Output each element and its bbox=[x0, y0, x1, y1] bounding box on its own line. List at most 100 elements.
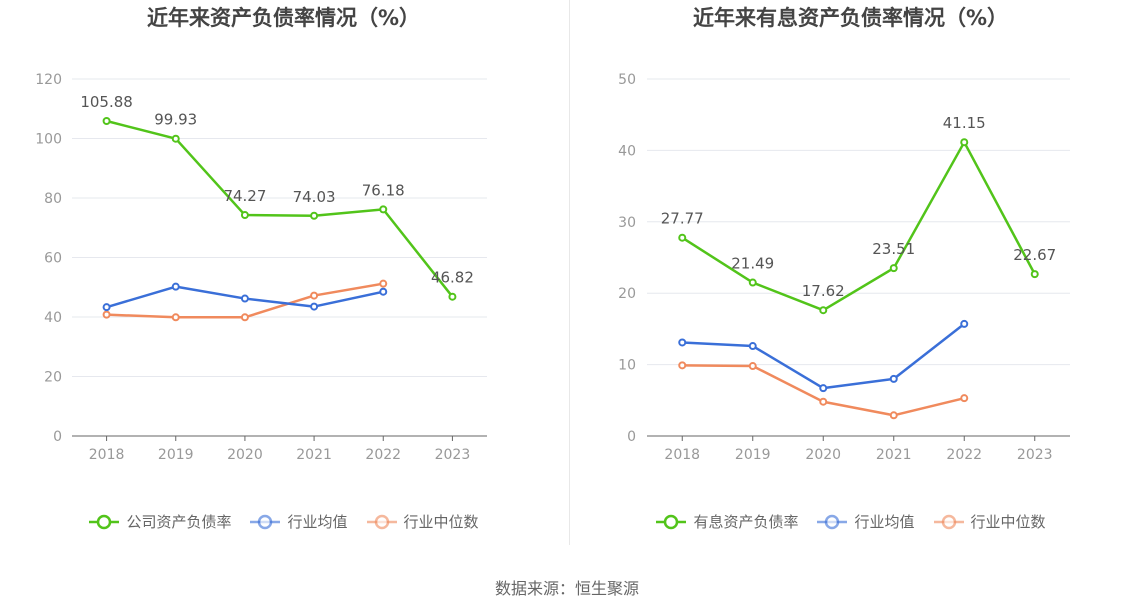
data-point bbox=[310, 211, 319, 220]
y-tick-label: 40 bbox=[618, 143, 636, 159]
legend-label: 行业中位数 bbox=[970, 513, 1046, 531]
data-label: 74.03 bbox=[293, 188, 336, 206]
data-point bbox=[889, 374, 898, 383]
x-tick-label: 2018 bbox=[664, 447, 700, 463]
data-point bbox=[1030, 270, 1039, 279]
data-point bbox=[102, 303, 111, 312]
chart-title: 近年来有息资产负债率情况（%） bbox=[692, 6, 1009, 30]
data-point bbox=[960, 394, 969, 403]
data-label: 76.18 bbox=[362, 181, 405, 199]
data-label: 99.93 bbox=[154, 111, 197, 129]
data-point bbox=[448, 292, 457, 301]
data-point bbox=[379, 205, 388, 214]
legend-item[interactable]: 有息资产负债率 bbox=[655, 511, 798, 532]
chart-panel-debt-ratio: 近年来资产负债率情况（%） 0 20 40 60 80 100 120 2018 2019 202… bbox=[0, 0, 567, 545]
data-label: 46.82 bbox=[431, 269, 474, 287]
legend: 公司资产负债率 行业均值 行业中位数 bbox=[0, 511, 567, 532]
data-point bbox=[240, 211, 249, 220]
data-point bbox=[748, 278, 757, 287]
y-tick-label: 50 bbox=[618, 72, 636, 88]
y-tick-label: 80 bbox=[44, 191, 62, 207]
data-label: 17.62 bbox=[802, 282, 845, 300]
x-tick-label: 2022 bbox=[946, 447, 982, 463]
legend-label: 行业中位数 bbox=[403, 513, 479, 531]
data-point bbox=[240, 294, 249, 303]
data-point bbox=[819, 397, 828, 406]
data-point bbox=[171, 313, 180, 322]
data-point bbox=[748, 342, 757, 351]
chart-plot-interest-debt-ratio: 0 10 20 30 40 50 2018 2019 2020 2021 2022 2023 27.77… bbox=[618, 72, 1070, 463]
y-tick-label: 20 bbox=[44, 370, 62, 386]
data-label: 21.49 bbox=[731, 255, 774, 273]
y-tick-label: 20 bbox=[618, 286, 636, 302]
data-point bbox=[678, 361, 687, 370]
y-tick-label: 0 bbox=[53, 429, 62, 445]
y-tick-label: 120 bbox=[35, 72, 62, 88]
data-point bbox=[819, 384, 828, 393]
legend-line-circle-icon bbox=[250, 514, 281, 529]
data-point bbox=[240, 313, 249, 322]
legend-item[interactable]: 行业中位数 bbox=[366, 511, 479, 532]
y-tick-label: 100 bbox=[35, 132, 62, 148]
y-tick-label: 40 bbox=[44, 310, 62, 326]
data-point bbox=[678, 233, 687, 242]
x-tick-label: 2019 bbox=[158, 447, 194, 463]
data-label: 27.77 bbox=[661, 210, 704, 228]
data-label: 74.27 bbox=[223, 187, 266, 205]
legend-line-circle-icon bbox=[933, 514, 964, 529]
legend-item[interactable]: 行业均值 bbox=[816, 511, 915, 532]
data-point bbox=[889, 411, 898, 420]
legend-line-circle-icon bbox=[89, 514, 120, 529]
x-tick-label: 2019 bbox=[735, 447, 771, 463]
chart-title: 近年来资产负债率情况（%） bbox=[146, 6, 421, 30]
legend-label: 行业均值 bbox=[854, 513, 915, 531]
data-label: 22.67 bbox=[1013, 246, 1056, 264]
series-line bbox=[682, 322, 966, 390]
panel-divider bbox=[569, 0, 570, 545]
legend-line-circle-icon bbox=[817, 514, 848, 529]
x-tick-label: 2023 bbox=[435, 447, 471, 463]
data-point bbox=[171, 134, 180, 143]
y-tick-label: 0 bbox=[627, 429, 636, 445]
legend-item[interactable]: 行业均值 bbox=[249, 511, 348, 532]
data-point bbox=[102, 310, 111, 319]
x-tick-label: 2021 bbox=[296, 447, 332, 463]
chart-panel-interest-debt-ratio: 近年来有息资产负债率情况（%） 0 10 20 30 40 50 2018 2019 2020 2… bbox=[567, 0, 1134, 545]
legend-item[interactable]: 行业中位数 bbox=[933, 511, 1046, 532]
y-tick-label: 60 bbox=[44, 251, 62, 267]
y-tick-label: 10 bbox=[618, 358, 636, 374]
data-point bbox=[310, 302, 319, 311]
y-tick-label: 30 bbox=[618, 215, 636, 231]
series-line bbox=[681, 140, 1036, 312]
data-point bbox=[748, 362, 757, 371]
data-point bbox=[960, 138, 969, 147]
data-label: 23.51 bbox=[872, 240, 915, 258]
x-tick-label: 2023 bbox=[1017, 447, 1053, 463]
legend-label: 公司资产负债率 bbox=[126, 513, 232, 531]
data-source: 数据来源：恒生聚源 bbox=[494, 579, 639, 598]
x-tick-label: 2018 bbox=[89, 447, 125, 463]
data-point bbox=[889, 264, 898, 273]
x-tick-label: 2022 bbox=[365, 447, 401, 463]
legend-label: 行业均值 bbox=[287, 513, 348, 531]
legend-line-circle-icon bbox=[656, 514, 687, 529]
data-point bbox=[102, 117, 111, 126]
legend-label: 有息资产负债率 bbox=[693, 513, 799, 531]
x-tick-label: 2021 bbox=[876, 447, 912, 463]
chart-plot-debt-ratio: 0 20 40 60 80 100 120 2018 2019 2020 2021 2022 2023 1… bbox=[35, 72, 487, 463]
data-point bbox=[379, 287, 388, 296]
data-label: 105.88 bbox=[80, 93, 133, 111]
data-point bbox=[310, 291, 319, 300]
legend-item[interactable]: 公司资产负债率 bbox=[88, 511, 231, 532]
data-point bbox=[819, 306, 828, 315]
x-tick-label: 2020 bbox=[805, 447, 841, 463]
data-point bbox=[379, 279, 388, 288]
x-tick-label: 2020 bbox=[227, 447, 263, 463]
data-label: 41.15 bbox=[943, 114, 986, 132]
legend: 有息资产负债率 行业均值 行业中位数 bbox=[567, 511, 1134, 532]
series-line bbox=[106, 119, 454, 298]
data-point bbox=[960, 319, 969, 328]
data-point bbox=[171, 282, 180, 291]
data-point bbox=[678, 338, 687, 347]
legend-line-circle-icon bbox=[366, 514, 397, 529]
